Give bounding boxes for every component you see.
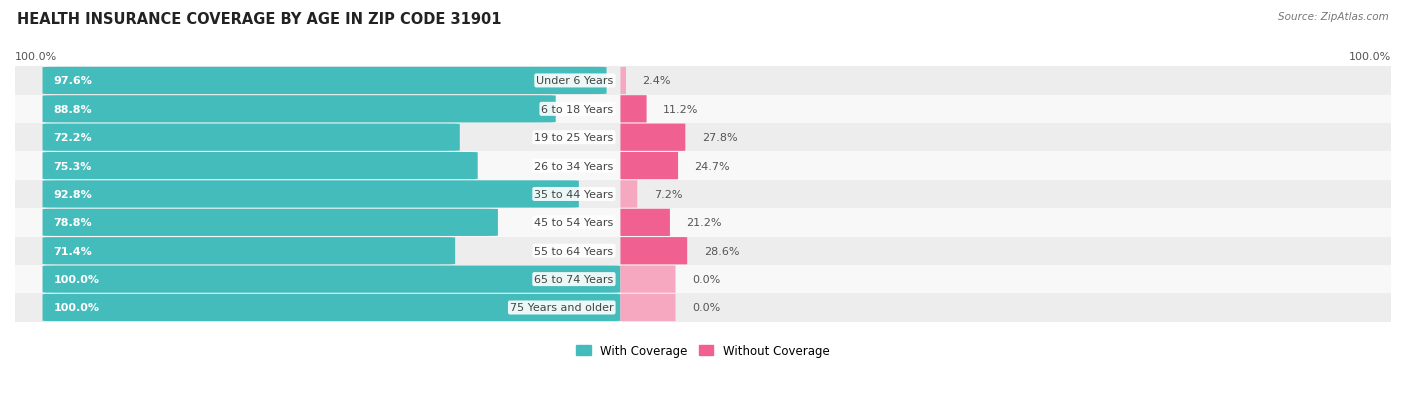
FancyBboxPatch shape	[620, 266, 675, 293]
Bar	[15, 265, 1391, 294]
FancyBboxPatch shape	[620, 237, 688, 265]
Text: 21.2%: 21.2%	[686, 218, 721, 228]
Bar	[15, 67, 1391, 95]
FancyBboxPatch shape	[620, 124, 685, 152]
Bar	[15, 237, 1391, 265]
Text: 6 to 18 Years: 6 to 18 Years	[541, 104, 613, 114]
Text: 0.0%: 0.0%	[692, 275, 720, 285]
Bar	[15, 95, 1391, 124]
Bar	[15, 152, 1391, 180]
FancyBboxPatch shape	[42, 124, 460, 152]
FancyBboxPatch shape	[42, 209, 498, 236]
Text: 92.8%: 92.8%	[53, 190, 93, 199]
Text: 100.0%: 100.0%	[1348, 52, 1391, 62]
FancyBboxPatch shape	[620, 209, 669, 236]
FancyBboxPatch shape	[620, 181, 637, 208]
FancyBboxPatch shape	[42, 181, 579, 208]
FancyBboxPatch shape	[42, 237, 456, 265]
Text: 71.4%: 71.4%	[53, 246, 93, 256]
FancyBboxPatch shape	[620, 294, 675, 321]
Text: 75 Years and older: 75 Years and older	[510, 303, 613, 313]
Bar	[15, 209, 1391, 237]
Text: 28.6%: 28.6%	[703, 246, 740, 256]
Text: 75.3%: 75.3%	[53, 161, 91, 171]
FancyBboxPatch shape	[42, 266, 620, 293]
FancyBboxPatch shape	[620, 96, 647, 123]
FancyBboxPatch shape	[42, 294, 620, 321]
Text: Under 6 Years: Under 6 Years	[536, 76, 613, 86]
Text: 7.2%: 7.2%	[654, 190, 682, 199]
Text: 0.0%: 0.0%	[692, 303, 720, 313]
Text: HEALTH INSURANCE COVERAGE BY AGE IN ZIP CODE 31901: HEALTH INSURANCE COVERAGE BY AGE IN ZIP …	[17, 12, 502, 27]
Text: 78.8%: 78.8%	[53, 218, 93, 228]
Text: Source: ZipAtlas.com: Source: ZipAtlas.com	[1278, 12, 1389, 22]
Text: 100.0%: 100.0%	[53, 275, 100, 285]
Text: 100.0%: 100.0%	[53, 303, 100, 313]
Text: 19 to 25 Years: 19 to 25 Years	[534, 133, 613, 143]
Bar	[15, 124, 1391, 152]
Text: 97.6%: 97.6%	[53, 76, 93, 86]
Text: 35 to 44 Years: 35 to 44 Years	[534, 190, 613, 199]
Text: 55 to 64 Years: 55 to 64 Years	[534, 246, 613, 256]
Text: 11.2%: 11.2%	[664, 104, 699, 114]
Text: 27.8%: 27.8%	[702, 133, 738, 143]
Legend: With Coverage, Without Coverage: With Coverage, Without Coverage	[572, 339, 834, 362]
Text: 65 to 74 Years: 65 to 74 Years	[534, 275, 613, 285]
Text: 45 to 54 Years: 45 to 54 Years	[534, 218, 613, 228]
Text: 72.2%: 72.2%	[53, 133, 93, 143]
Text: 100.0%: 100.0%	[15, 52, 58, 62]
Bar	[15, 180, 1391, 209]
Text: 88.8%: 88.8%	[53, 104, 93, 114]
FancyBboxPatch shape	[620, 68, 626, 95]
FancyBboxPatch shape	[42, 152, 478, 180]
Bar	[15, 294, 1391, 322]
Text: 26 to 34 Years: 26 to 34 Years	[534, 161, 613, 171]
Text: 24.7%: 24.7%	[695, 161, 730, 171]
Text: 2.4%: 2.4%	[643, 76, 671, 86]
FancyBboxPatch shape	[620, 152, 678, 180]
FancyBboxPatch shape	[42, 96, 555, 123]
FancyBboxPatch shape	[42, 68, 606, 95]
